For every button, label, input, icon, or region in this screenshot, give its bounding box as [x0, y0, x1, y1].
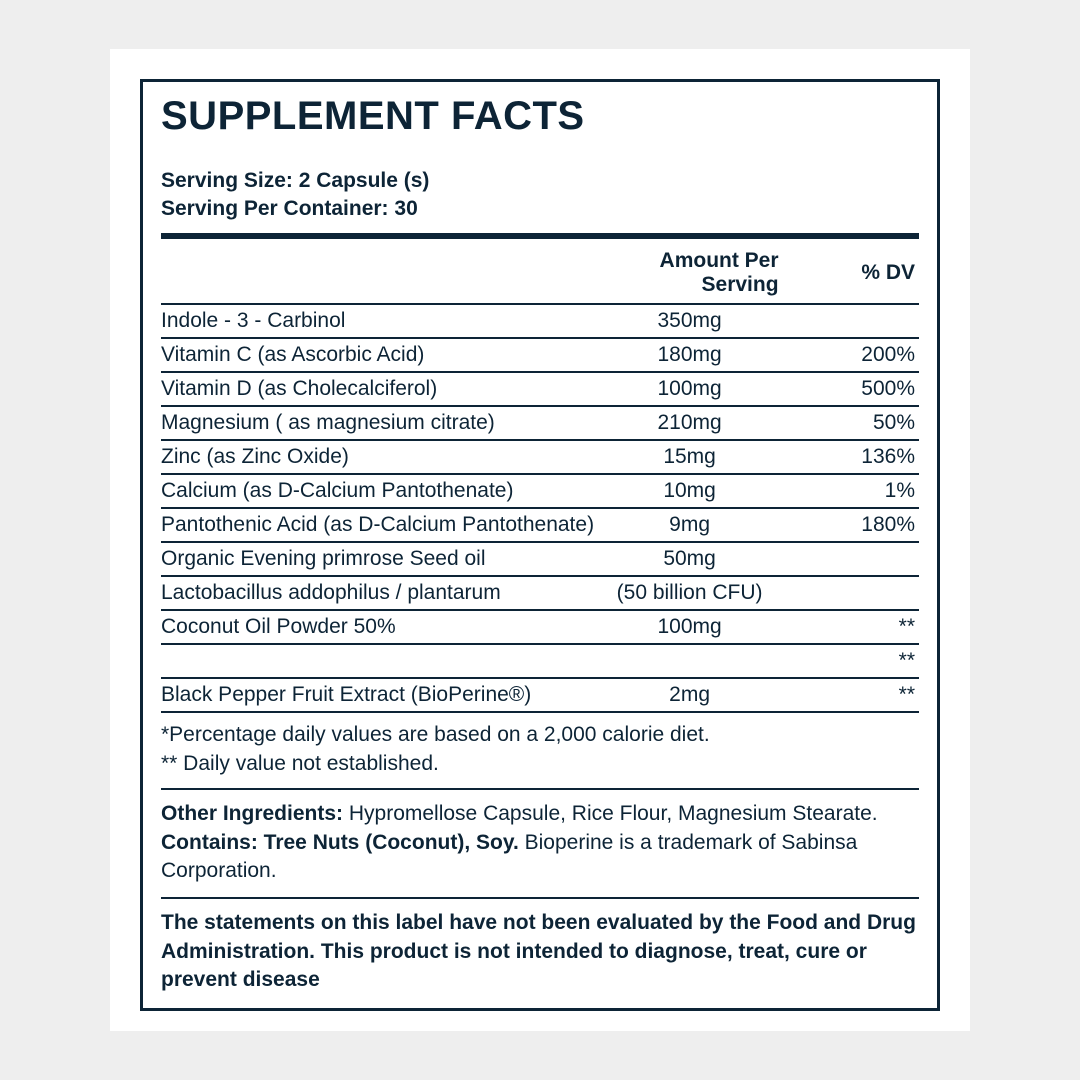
ingredient-amount: 2mg — [601, 678, 783, 712]
ingredient-name: Organic Evening primrose Seed oil — [161, 542, 601, 576]
table-row: Lactobacillus addophilus / plantarum(50 … — [161, 576, 919, 610]
ingredient-dv: 180% — [783, 508, 919, 542]
table-row: Indole - 3 - Carbinol350mg — [161, 304, 919, 338]
fda-disclaimer: The statements on this label have not be… — [161, 899, 919, 998]
ingredient-amount: 180mg — [601, 338, 783, 372]
ingredient-amount: 100mg — [601, 610, 783, 644]
ingredient-dv: ** — [783, 644, 919, 678]
panel-title: SUPPLEMENT FACTS — [161, 94, 919, 139]
ingredient-dv: 136% — [783, 440, 919, 474]
col-blank — [161, 243, 601, 304]
ingredient-amount — [601, 644, 783, 678]
ingredient-name: Calcium (as D-Calcium Pantothenate) — [161, 474, 601, 508]
other-label: Other Ingredients: — [161, 802, 349, 825]
facts-panel: SUPPLEMENT FACTS Serving Size: 2 Capsule… — [140, 79, 940, 1011]
label-card: SUPPLEMENT FACTS Serving Size: 2 Capsule… — [110, 49, 970, 1031]
other-ingredients: Other Ingredients: Hypromellose Capsule,… — [161, 790, 919, 899]
col-amount: Amount Per Serving — [601, 243, 783, 304]
table-row: ** — [161, 644, 919, 678]
ingredient-name: Pantothenic Acid (as D-Calcium Pantothen… — [161, 508, 601, 542]
footnotes: *Percentage daily values are based on a … — [161, 713, 919, 790]
table-row: Coconut Oil Powder 50%100mg** — [161, 610, 919, 644]
table-row: Magnesium ( as magnesium citrate)210mg50… — [161, 406, 919, 440]
ingredient-name: Vitamin D (as Cholecalciferol) — [161, 372, 601, 406]
ingredient-dv: 1% — [783, 474, 919, 508]
ingredient-name: Black Pepper Fruit Extract (BioPerine®) — [161, 678, 601, 712]
other-text: Hypromellose Capsule, Rice Flour, Magnes… — [349, 802, 878, 825]
serving-per-container: Serving Per Container: 30 — [161, 195, 919, 223]
footnote-1: *Percentage daily values are based on a … — [161, 721, 919, 749]
table-row: Zinc (as Zinc Oxide)15mg136% — [161, 440, 919, 474]
ingredient-dv: 500% — [783, 372, 919, 406]
col-dv: % DV — [783, 243, 919, 304]
ingredient-dv — [783, 304, 919, 338]
ingredient-dv: 200% — [783, 338, 919, 372]
ingredient-dv: ** — [783, 610, 919, 644]
table-header-row: Amount Per Serving % DV — [161, 243, 919, 304]
ingredient-name: Vitamin C (as Ascorbic Acid) — [161, 338, 601, 372]
ingredient-dv — [783, 576, 919, 610]
contains-label: Contains: Tree Nuts (Coconut), Soy. — [161, 831, 525, 854]
table-row: Pantothenic Acid (as D-Calcium Pantothen… — [161, 508, 919, 542]
ingredient-amount: 10mg — [601, 474, 783, 508]
ingredient-amount: (50 billion CFU) — [601, 576, 783, 610]
thick-divider — [161, 233, 919, 239]
ingredient-amount: 9mg — [601, 508, 783, 542]
table-row: Calcium (as D-Calcium Pantothenate)10mg1… — [161, 474, 919, 508]
footnote-2: ** Daily value not established. — [161, 750, 919, 778]
table-row: Organic Evening primrose Seed oil50mg — [161, 542, 919, 576]
ingredient-dv: ** — [783, 678, 919, 712]
serving-block: Serving Size: 2 Capsule (s) Serving Per … — [161, 167, 919, 224]
ingredient-name: Coconut Oil Powder 50% — [161, 610, 601, 644]
ingredient-name: Lactobacillus addophilus / plantarum — [161, 576, 601, 610]
table-row: Vitamin D (as Cholecalciferol)100mg500% — [161, 372, 919, 406]
ingredient-name: Indole - 3 - Carbinol — [161, 304, 601, 338]
ingredient-amount: 350mg — [601, 304, 783, 338]
table-row: Black Pepper Fruit Extract (BioPerine®)2… — [161, 678, 919, 712]
ingredient-amount: 15mg — [601, 440, 783, 474]
ingredient-amount: 100mg — [601, 372, 783, 406]
ingredient-name: Magnesium ( as magnesium citrate) — [161, 406, 601, 440]
nutrition-table: Amount Per Serving % DV Indole - 3 - Car… — [161, 243, 919, 713]
table-row: Vitamin C (as Ascorbic Acid)180mg200% — [161, 338, 919, 372]
serving-size: Serving Size: 2 Capsule (s) — [161, 167, 919, 195]
ingredient-name: Zinc (as Zinc Oxide) — [161, 440, 601, 474]
ingredient-amount: 210mg — [601, 406, 783, 440]
ingredient-amount: 50mg — [601, 542, 783, 576]
ingredient-dv: 50% — [783, 406, 919, 440]
ingredient-name — [161, 644, 601, 678]
ingredient-dv — [783, 542, 919, 576]
